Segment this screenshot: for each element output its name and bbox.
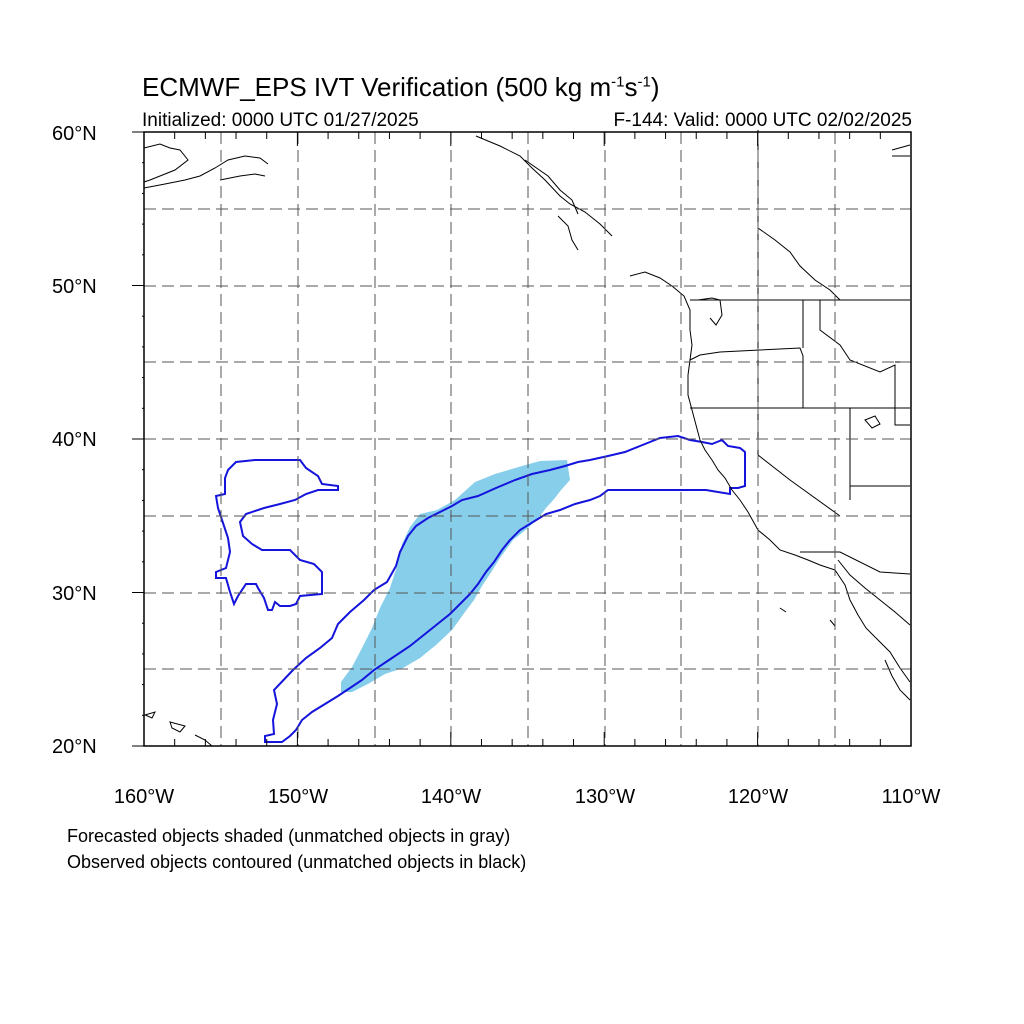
lon-label-120w: 120°W <box>727 786 789 808</box>
graticule <box>144 132 911 746</box>
note-observed: Observed objects contoured (unmatched ob… <box>67 852 527 872</box>
forecast-object <box>341 460 570 692</box>
lon-label-160w: 160°W <box>113 786 175 808</box>
initialized-time: Initialized: 0000 UTC 01/27/2025 <box>142 110 419 131</box>
coastlines <box>143 135 911 747</box>
lon-label-110w: 110°W <box>881 786 941 808</box>
state-borders <box>689 130 911 575</box>
lon-label-140w: 140°W <box>420 786 482 808</box>
lat-label-50: 50°N <box>52 276 97 298</box>
lat-label-20: 20°N <box>52 736 97 758</box>
lat-label-30: 30°N <box>52 583 97 605</box>
valid-time: F-144: Valid: 0000 UTC 02/02/2025 <box>613 110 912 131</box>
lat-label-60: 60°N <box>52 123 97 145</box>
observed-object-ar <box>264 434 746 743</box>
lon-label-130w: 130°W <box>574 786 636 808</box>
lat-label-40: 40°N <box>52 429 97 451</box>
axis-ticks <box>132 131 912 747</box>
map-title: ECMWF_EPS IVT Verification (500 kg m-1s-… <box>142 72 660 102</box>
observed-object-hook <box>214 459 339 611</box>
lon-label-150w: 150°W <box>267 786 329 808</box>
note-forecast: Forecasted objects shaded (unmatched obj… <box>67 826 511 846</box>
